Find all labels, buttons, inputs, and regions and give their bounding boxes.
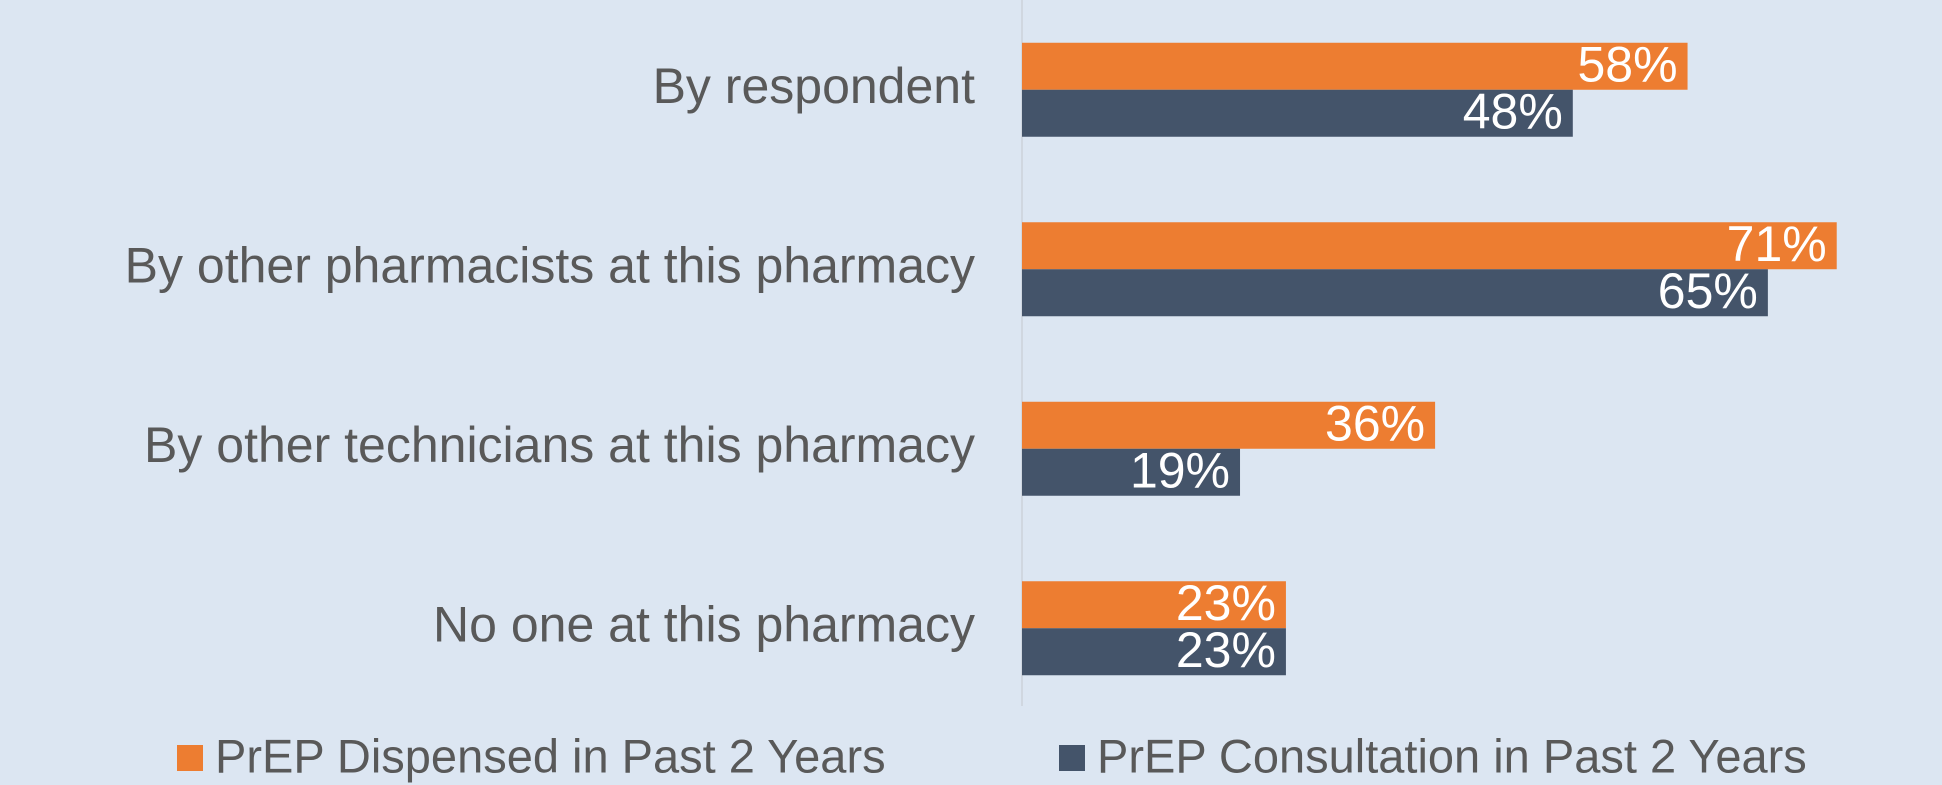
bar xyxy=(1022,448,1241,496)
category-label: By other pharmacists at this pharmacy xyxy=(125,237,975,293)
category-label: No one at this pharmacy xyxy=(433,596,975,652)
value-label: 65% xyxy=(1658,263,1758,319)
value-label: 23% xyxy=(1176,622,1276,678)
bar xyxy=(1022,42,1688,90)
bar xyxy=(1022,222,1837,270)
value-label: 71% xyxy=(1727,216,1827,272)
legend-label: PrEP Consultation in Past 2 Years xyxy=(1097,729,1807,782)
value-label: 48% xyxy=(1463,83,1563,139)
bar xyxy=(1022,581,1286,629)
bar xyxy=(1022,89,1573,137)
bar xyxy=(1022,269,1768,317)
value-label: 19% xyxy=(1130,442,1230,498)
category-label: By respondent xyxy=(653,58,976,114)
bar xyxy=(1022,628,1286,676)
bar xyxy=(1022,401,1436,449)
legend-swatch xyxy=(1059,745,1085,771)
value-label: 36% xyxy=(1325,395,1425,451)
legend-swatch xyxy=(177,745,203,771)
value-label: 23% xyxy=(1176,575,1276,631)
legend-label: PrEP Dispensed in Past 2 Years xyxy=(215,729,886,782)
category-label: By other technicians at this pharmacy xyxy=(144,417,975,473)
value-label: 58% xyxy=(1577,36,1677,92)
